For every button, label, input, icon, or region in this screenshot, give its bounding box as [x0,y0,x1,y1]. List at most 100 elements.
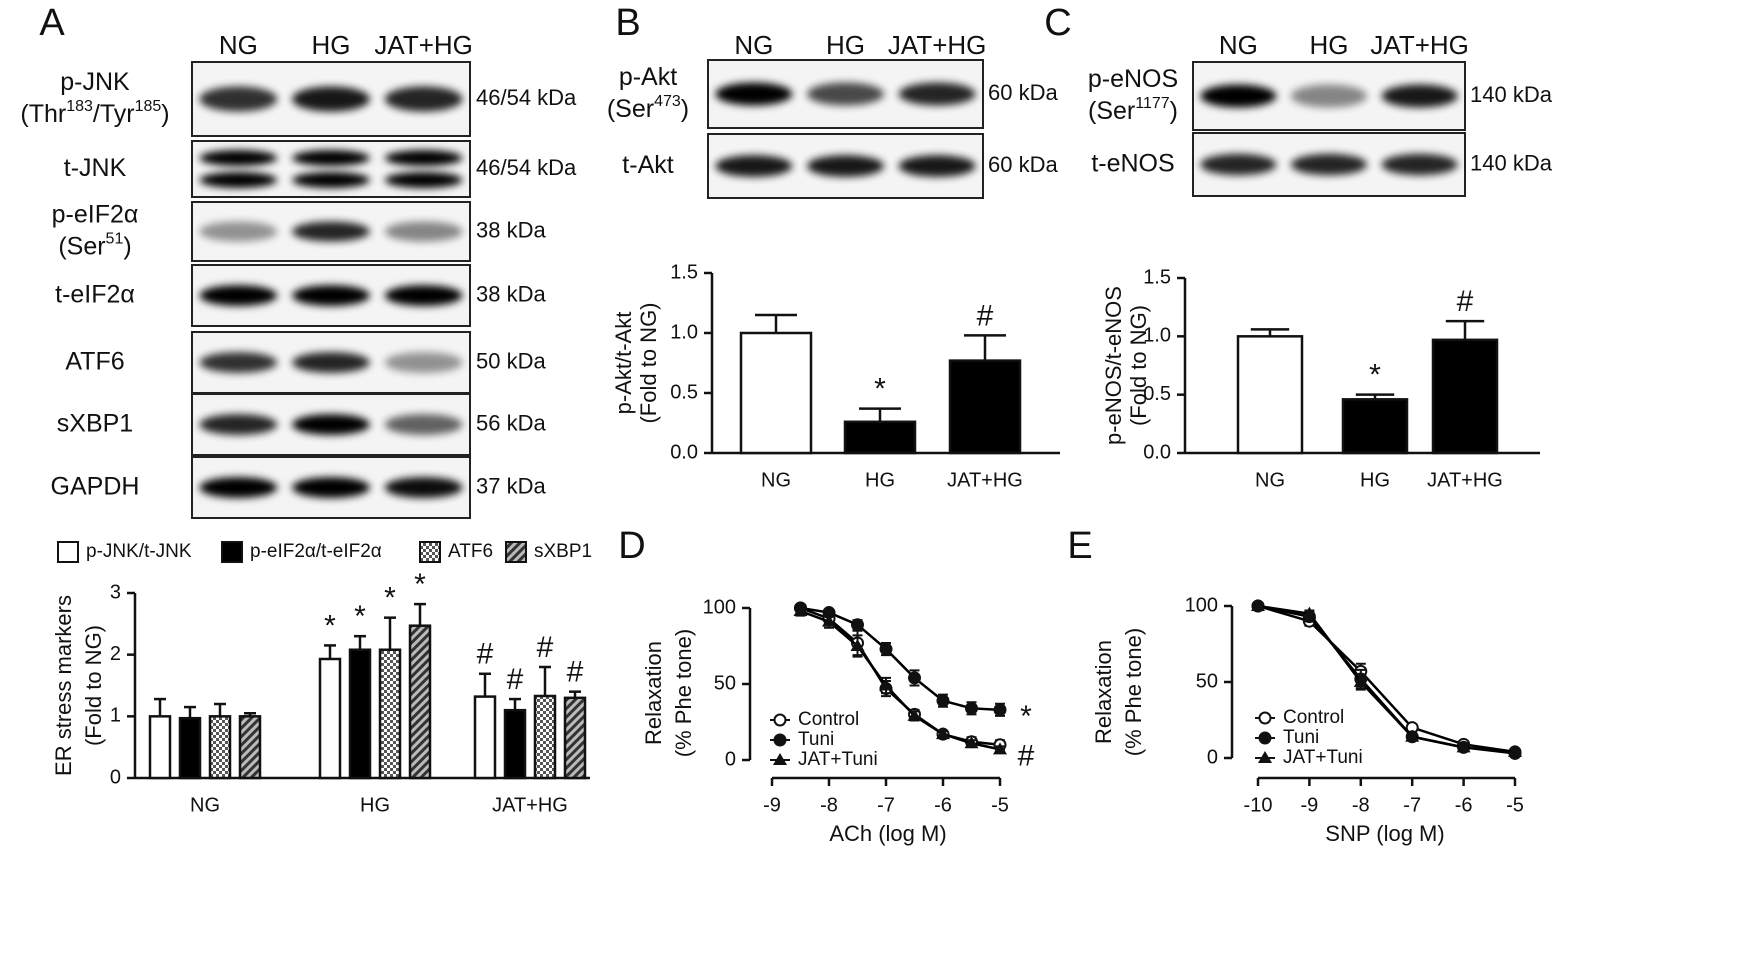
superscript: 185 [135,98,162,115]
blot-label: p-eNOS [1088,65,1178,93]
marker [879,642,893,656]
band [715,155,793,177]
lane-label: JAT+HG [1370,30,1468,60]
legend-label: JAT+Tuni [798,749,878,770]
annotation: * [1020,700,1032,733]
x-tick-label: HG [360,794,390,816]
marker [1258,751,1272,763]
y-tick-label: 0.0 [1143,441,1171,463]
x-axis-title: SNP (log M) [1325,821,1444,846]
band [898,82,976,106]
bar [208,715,232,780]
band [199,150,278,166]
lane-label: HG [312,30,351,60]
lane-label: HG [826,30,865,60]
marker [1405,729,1420,742]
x-tick-label: -6 [934,794,952,816]
marker [993,742,1007,755]
band [1290,84,1368,108]
annotation: # [567,656,584,689]
x-tick-label: -8 [1352,794,1370,816]
marker [851,618,864,632]
series-line [1257,604,1516,754]
annotation: # [507,663,524,696]
marker [822,614,836,627]
blot-label: ATF6 [65,347,124,375]
band [384,221,463,242]
y-tick-label: 100 [703,596,736,618]
y-tick-label: 2 [110,643,121,665]
kda-label: 56 kDa [476,410,546,435]
band [292,477,370,498]
label-text: (Ser [1088,97,1135,125]
y-axis-title: p-Akt/t-Akt [611,312,636,415]
blot-label: (Ser51) [58,230,131,260]
annotation: # [477,638,494,671]
bar [843,420,917,455]
label-text: (Ser [607,95,654,123]
y-tick-label: 0.0 [670,441,698,463]
band [384,172,463,188]
blot-label: (Ser473) [607,93,689,123]
bar [1341,398,1409,455]
legend-swatch [419,541,441,563]
annotation: * [874,373,886,406]
marker [850,639,865,651]
x-tick-label: -5 [991,794,1009,816]
x-axis-title: ACh (log M) [829,821,946,846]
label-text: t-Akt [622,151,673,179]
bar [563,696,587,780]
marker [964,736,979,749]
label-text: ) [681,95,689,123]
y-tick-label: 1.5 [1143,266,1171,288]
annotation: # [1018,739,1035,772]
band [384,150,463,166]
annotation: * [1369,359,1381,392]
band [292,172,370,188]
legend-label: Control [1283,707,1344,728]
panel-letter: B [615,2,640,44]
band [292,221,370,242]
blot-label: t-eNOS [1091,149,1174,177]
marker [793,604,808,617]
band [384,352,463,373]
band [1200,84,1277,108]
marker [773,713,787,727]
y-tick-label: 1.0 [1143,325,1171,347]
legend-label: Tuni [1283,727,1319,748]
superscript: 1177 [1135,95,1170,112]
legend-label: p-JNK/t-JNK [86,541,192,562]
blot-label: t-JNK [64,154,127,182]
panel-letter: A [39,2,65,44]
label-text: p-eNOS [1088,65,1178,93]
x-tick-label: NG [1255,469,1285,491]
y-axis-title: (Fold to NG) [1126,305,1151,426]
marker [993,703,1007,717]
superscript: 183 [66,98,93,115]
x-tick-label: HG [1360,469,1390,491]
bar [408,624,432,780]
y-tick-label: 0.5 [1143,383,1171,405]
bar [533,694,557,780]
band [1381,153,1458,176]
x-tick-label: JAT+HG [947,469,1023,491]
label-text: ATF6 [65,347,124,375]
label-text: ) [1170,97,1178,125]
blot-label: p-eIF2α [52,200,139,228]
y-tick-label: 1 [110,705,121,727]
band [199,414,278,435]
band [807,155,884,177]
band [199,285,278,306]
legend-label: ATF6 [448,541,493,562]
lane-label: NG [219,30,258,60]
blot-label: p-Akt [619,63,677,91]
label-text: t-eIF2α [55,280,135,308]
y-tick-label: 50 [714,672,736,694]
kda-label: 140 kDa [1470,82,1553,107]
label-text: p-JNK [60,68,130,96]
label-text: (Ser [58,232,105,260]
bar [238,715,262,780]
panel-letter: E [1067,525,1092,567]
x-tick-label: JAT+HG [1427,469,1503,491]
x-tick-label: -9 [763,794,781,816]
